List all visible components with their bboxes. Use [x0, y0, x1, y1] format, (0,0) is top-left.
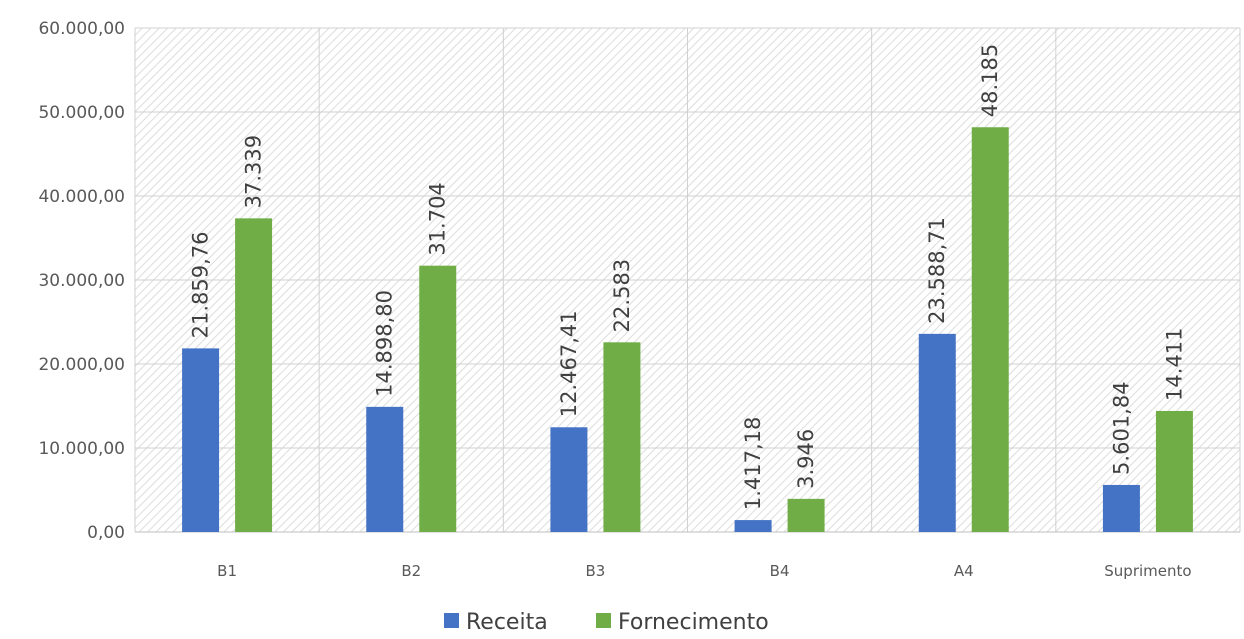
data-label: 3.946	[794, 429, 818, 489]
data-label: 1.417,18	[741, 417, 765, 511]
data-label: 14.411	[1162, 327, 1186, 400]
data-label: 21.859,76	[189, 231, 213, 338]
bar-fornecimento	[1155, 410, 1193, 532]
x-tick-label: Suprimento	[1104, 562, 1191, 580]
data-label: 14.898,80	[373, 290, 397, 397]
data-label: 22.583	[610, 259, 634, 332]
bar-fornecimento	[419, 265, 457, 532]
x-tick-label: A4	[954, 562, 974, 580]
data-label: 31.704	[426, 182, 450, 255]
y-tick-label: 20.000,00	[38, 355, 125, 375]
bar-fornecimento	[235, 218, 273, 532]
bar-receita	[366, 406, 404, 532]
bars	[182, 127, 1193, 532]
y-tick-label: 0,00	[87, 523, 125, 543]
data-label: 23.588,71	[925, 217, 949, 324]
gridlines	[134, 27, 1241, 533]
legend-swatch-fornecimento	[596, 613, 611, 628]
bar-receita	[550, 427, 588, 532]
bar-receita	[734, 520, 772, 532]
y-tick-label: 50.000,00	[38, 103, 125, 123]
bar-fornecimento	[971, 127, 1009, 532]
x-tick-label: B3	[585, 562, 605, 580]
bar-receita	[918, 333, 956, 532]
y-axis: 0,00 10.000,00 20.000,00 30.000,00 40.000,00…	[38, 19, 125, 543]
data-label: 12.467,41	[557, 310, 581, 417]
data-label: 48.185	[978, 44, 1002, 117]
bar-receita	[182, 348, 220, 532]
y-tick-label: 30.000,00	[38, 271, 125, 291]
y-tick-label: 60.000,00	[38, 19, 125, 39]
y-tick-label: 40.000,00	[38, 187, 125, 207]
x-tick-label: B1	[217, 562, 237, 580]
data-label: 37.339	[242, 135, 266, 208]
data-label: 5.601,84	[1109, 381, 1133, 475]
x-tick-label: B2	[401, 562, 421, 580]
y-tick-label: 10.000,00	[38, 439, 125, 459]
x-axis: B1 B2 B3 B4 A4 Suprimento	[217, 562, 1191, 580]
bar-fornecimento	[603, 342, 641, 532]
legend: Receita Fornecimento	[444, 610, 769, 635]
data-labels: 21.859,76 14.898,80 12.467,41 1.417,18 23.58…	[189, 44, 1187, 510]
x-tick-label: B4	[770, 562, 790, 580]
legend-label-receita: Receita	[466, 610, 548, 635]
legend-swatch-receita	[444, 613, 459, 628]
legend-label-fornecimento: Fornecimento	[618, 610, 769, 635]
bar-fornecimento	[787, 498, 825, 532]
bar-receita	[1102, 484, 1140, 532]
